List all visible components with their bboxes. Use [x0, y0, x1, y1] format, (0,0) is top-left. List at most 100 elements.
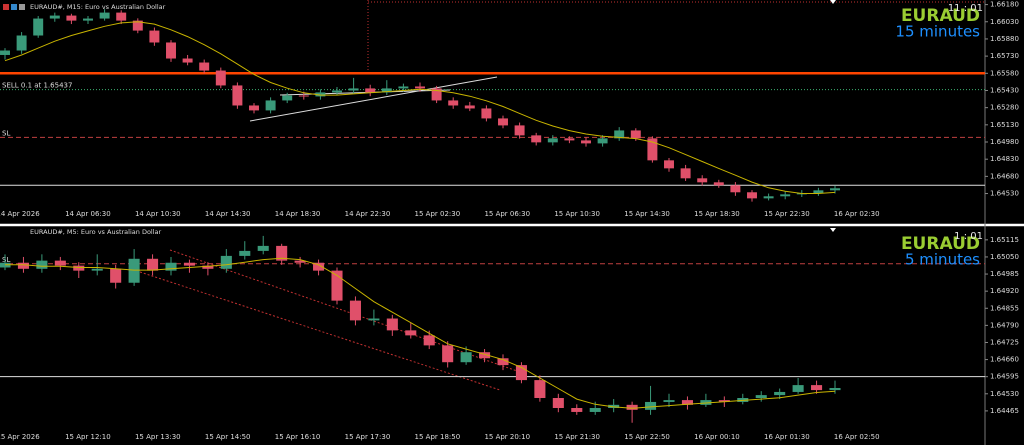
x-tick-label: 15 Apr 14:50 [205, 433, 251, 441]
candle-body [514, 125, 525, 136]
channel-line [169, 249, 521, 373]
y-tick-label: 1.66180 [990, 1, 1019, 9]
y-tick-label: 1.65580 [990, 69, 1019, 77]
timeframe-label: 15 minutes [895, 23, 980, 41]
x-tick-label: 14 Apr 14:30 [205, 210, 251, 218]
candle-body [365, 88, 376, 93]
shift-marker [830, 228, 836, 232]
candle-body [220, 255, 232, 269]
candle-body [73, 265, 85, 271]
candle-body [331, 270, 343, 301]
x-tick-label: 15 Apr 18:50 [415, 433, 461, 441]
trend-line [279, 89, 451, 96]
candle-body [215, 70, 226, 86]
candle-body [498, 118, 508, 126]
x-tick-label: 15 Apr 18:30 [694, 210, 740, 218]
candle-body [431, 88, 442, 101]
y-tick-label: 1.64660 [990, 356, 1019, 364]
candle-body [110, 268, 122, 283]
timeframe-label: 5 minutes [905, 251, 980, 269]
candle-body [166, 42, 176, 59]
candle-body [239, 250, 251, 256]
candle-body [515, 365, 527, 381]
candle-body [681, 400, 693, 405]
x-tick-label: 15 Apr 20:10 [484, 433, 530, 441]
candle-body [147, 258, 159, 271]
x-tick-label: 15 Apr 17:30 [345, 433, 391, 441]
candle-body [479, 352, 491, 359]
y-tick-label: 1.65050 [990, 253, 1019, 261]
symbol-label: EURAUD [901, 234, 980, 254]
candle-body [149, 30, 160, 43]
x-tick-label: 16 Apr 02:30 [834, 210, 880, 218]
y-tick-label: 1.64680 [990, 172, 1019, 180]
candle-body [813, 190, 824, 194]
candle-body [349, 300, 361, 321]
candle-body [647, 138, 658, 161]
x-tick-label: 14 Apr 2026 [0, 210, 40, 218]
y-tick-label: 1.64920 [990, 287, 1019, 295]
candle-body [265, 100, 276, 111]
y-tick-label: 1.64595 [990, 373, 1019, 381]
candle-body [663, 400, 675, 402]
candle-body [16, 35, 27, 51]
y-tick-label: 1.65115 [990, 236, 1019, 244]
candle-body [645, 401, 657, 410]
moving-average [4, 21, 836, 194]
y-tick-label: 1.64465 [990, 407, 1019, 415]
candle-body [66, 15, 77, 21]
x-tick-label: 14 Apr 22:30 [345, 210, 391, 218]
candle-body [49, 15, 60, 19]
y-tick-label: 1.64790 [990, 321, 1019, 329]
y-tick-label: 1.65430 [990, 86, 1019, 94]
candle-body [448, 100, 459, 106]
x-tick-label: 15 Apr 14:30 [624, 210, 670, 218]
candle-body [713, 182, 724, 186]
candle-body [497, 358, 509, 366]
candle-body [664, 160, 674, 169]
candle-body [730, 185, 741, 193]
x-tick-label: 15 Apr 21:30 [554, 433, 600, 441]
candle-body [0, 50, 10, 55]
y-tick-label: 1.65130 [990, 121, 1019, 129]
candle-body [534, 380, 546, 398]
candle-body [481, 108, 492, 119]
legend-icon [3, 4, 9, 10]
candle-body [313, 262, 325, 271]
y-tick-label: 1.64725 [990, 338, 1019, 346]
candle-body [202, 265, 214, 269]
moving-average [5, 257, 836, 409]
candle-body [552, 398, 564, 408]
clock-label: 11 : 01 [948, 3, 983, 14]
candle-body [780, 194, 791, 197]
candle-body [792, 385, 804, 392]
candle-body [381, 88, 392, 93]
candle-body [54, 260, 66, 266]
candle-body [700, 400, 712, 405]
clock-label: 1 : 01 [954, 231, 983, 242]
candle-body [368, 318, 380, 321]
y-tick-label: 1.64830 [990, 155, 1019, 163]
candle-body [315, 92, 326, 97]
legend-icon [11, 4, 17, 10]
y-tick-label: 1.64985 [990, 270, 1019, 278]
y-tick-label: 1.64855 [990, 304, 1019, 312]
chart-title: EURAUD#, M15: Euro vs Australian Dollar [30, 3, 166, 11]
shift-marker [830, 0, 836, 4]
x-tick-label: 14 Apr 18:30 [275, 210, 321, 218]
candle-body [774, 391, 786, 396]
candle-body [531, 135, 542, 143]
candle-body [298, 95, 309, 97]
y-tick-label: 1.64530 [990, 390, 1019, 398]
candle-body [33, 18, 44, 36]
candle-body [442, 345, 454, 363]
y-tick-label: 1.65730 [990, 52, 1019, 60]
candle-body [249, 105, 259, 111]
candle-body [547, 138, 558, 143]
candle-body [415, 86, 425, 89]
candle-body [697, 178, 708, 183]
candle-body [571, 408, 583, 412]
y-tick-label: 1.64530 [990, 190, 1019, 198]
